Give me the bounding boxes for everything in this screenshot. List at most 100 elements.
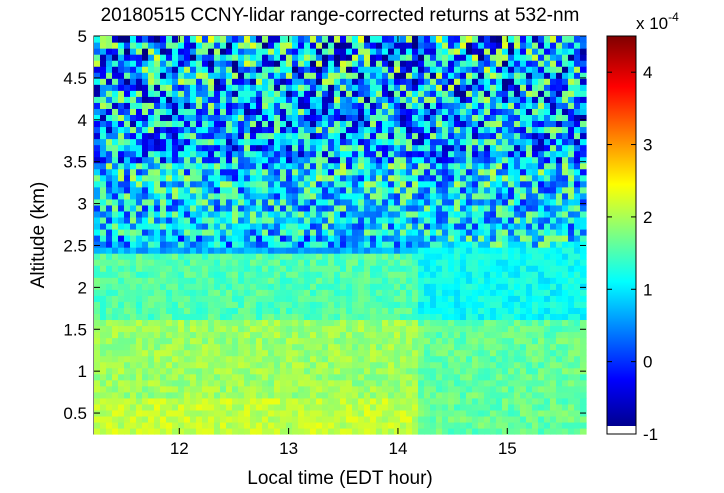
heatmap-cell <box>292 289 299 296</box>
heatmap-cell <box>508 427 515 435</box>
heatmap-cell <box>364 78 371 85</box>
heatmap-cell <box>562 259 569 266</box>
heatmap-cell <box>490 337 497 345</box>
heatmap-cell <box>202 283 209 290</box>
heatmap-cell <box>466 132 473 140</box>
heatmap-cell <box>436 337 443 345</box>
heatmap-cell <box>412 72 419 79</box>
heatmap-cell <box>136 108 143 115</box>
heatmap-cell <box>436 319 443 327</box>
heatmap-cell <box>520 204 527 212</box>
heatmap-cell <box>568 168 575 176</box>
heatmap-cell <box>286 373 293 381</box>
heatmap-cell <box>160 427 167 435</box>
heatmap-cell <box>94 162 101 170</box>
heatmap-cell <box>268 265 275 272</box>
heatmap-cell <box>568 403 575 411</box>
heatmap-cell <box>274 403 281 411</box>
heatmap-cell <box>580 391 587 399</box>
heatmap-cell <box>232 319 239 327</box>
heatmap-cell <box>484 343 491 351</box>
heatmap-cell <box>448 222 455 230</box>
heatmap-cell <box>322 120 329 128</box>
heatmap-cell <box>166 150 173 158</box>
heatmap-cell <box>238 156 245 164</box>
heatmap-cell <box>466 319 473 327</box>
heatmap-cell <box>166 216 173 224</box>
heatmap-cell <box>130 313 137 321</box>
heatmap-cell <box>484 277 491 284</box>
heatmap-cell <box>328 367 335 375</box>
heatmap-cell <box>562 253 569 260</box>
heatmap-cell <box>436 96 443 103</box>
heatmap-cell <box>286 90 293 97</box>
heatmap-cell <box>100 168 107 176</box>
heatmap-cell <box>274 319 281 327</box>
heatmap-cell <box>154 78 161 85</box>
heatmap-cell <box>424 198 431 206</box>
heatmap-cell <box>514 427 521 435</box>
heatmap-cell <box>154 235 161 242</box>
heatmap-cell <box>154 156 161 164</box>
heatmap-cell <box>352 427 359 435</box>
heatmap-cell <box>154 192 161 200</box>
heatmap-cell <box>94 361 101 369</box>
heatmap-cell <box>526 156 533 164</box>
heatmap-cell <box>532 120 539 128</box>
heatmap-cell <box>460 90 467 97</box>
heatmap-cell <box>148 289 155 296</box>
heatmap-cell <box>166 295 173 302</box>
heatmap-cell <box>118 349 125 357</box>
heatmap-cell <box>538 66 545 73</box>
heatmap-cell <box>292 397 299 405</box>
heatmap-cell <box>274 253 281 260</box>
heatmap-cell <box>154 355 161 363</box>
heatmap-cell <box>166 277 173 284</box>
heatmap-cell <box>448 313 455 321</box>
heatmap-cell <box>430 186 437 194</box>
heatmap-cell <box>130 421 137 429</box>
heatmap-cell <box>574 144 581 152</box>
heatmap-cell <box>310 421 317 429</box>
heatmap-cell <box>388 343 395 351</box>
heatmap-cell <box>220 427 227 435</box>
heatmap-cell <box>370 198 377 206</box>
heatmap-cell <box>430 241 437 248</box>
heatmap-cell <box>208 132 215 140</box>
heatmap-cell <box>334 427 341 435</box>
heatmap-cell <box>274 361 281 369</box>
heatmap-cell <box>196 144 203 152</box>
heatmap-cell <box>268 132 275 140</box>
heatmap-cell <box>280 78 287 85</box>
heatmap-cell <box>94 319 101 327</box>
heatmap-cell <box>508 283 515 290</box>
heatmap-cell <box>214 228 221 236</box>
heatmap-cell <box>202 138 209 146</box>
heatmap-cell <box>454 90 461 97</box>
heatmap-cell <box>334 168 341 176</box>
heatmap-cell <box>538 349 545 357</box>
heatmap-cell <box>454 307 461 314</box>
heatmap-cell <box>460 216 467 224</box>
heatmap-cell <box>160 247 167 254</box>
heatmap-cell <box>268 78 275 85</box>
heatmap-cell <box>256 325 263 333</box>
heatmap-cell <box>334 156 341 164</box>
heatmap-cell <box>244 283 251 290</box>
heatmap-cell <box>142 319 149 327</box>
heatmap-cell <box>526 325 533 333</box>
heatmap-cell <box>514 162 521 170</box>
heatmap-cell <box>568 421 575 429</box>
heatmap-cell <box>490 403 497 411</box>
heatmap-cell <box>358 216 365 224</box>
heatmap-cell <box>382 373 389 381</box>
heatmap-cell <box>478 361 485 369</box>
heatmap-cell <box>550 349 557 357</box>
heatmap-cell <box>382 132 389 140</box>
heatmap-cell <box>418 222 425 230</box>
heatmap-cell <box>268 391 275 399</box>
heatmap-cell <box>280 277 287 284</box>
heatmap-cell <box>382 415 389 423</box>
heatmap-cell <box>184 84 191 91</box>
heatmap-cell <box>508 180 515 188</box>
